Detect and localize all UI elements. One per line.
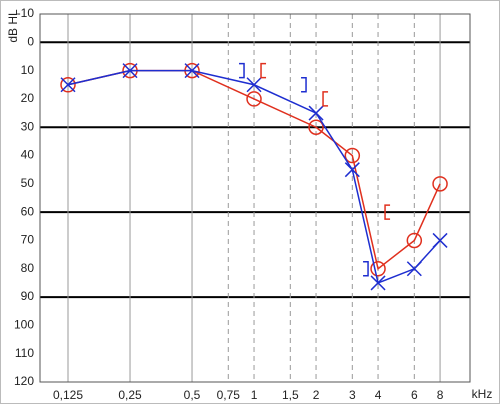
x-tick-label: 8 — [437, 388, 444, 402]
marker-cross — [246, 77, 262, 93]
marker-circle — [370, 261, 386, 277]
x-tick-label: 1,5 — [282, 388, 299, 402]
marker-circle — [406, 232, 423, 249]
marker-bracket-close — [301, 77, 307, 93]
marker-cross — [308, 105, 324, 121]
y-tick-label: 70 — [21, 233, 35, 247]
x-tick-label: 2 — [313, 388, 320, 402]
x-tick-label: 6 — [411, 388, 418, 402]
marker-circle — [344, 147, 361, 164]
marker-bracket-close — [363, 261, 369, 277]
y-tick-label: 60 — [21, 204, 35, 218]
y-tick-label: 90 — [21, 289, 35, 303]
x-tick-label: 0,75 — [217, 388, 241, 402]
marker-bracket-open — [384, 204, 391, 220]
plot-border — [39, 13, 471, 383]
marker-cross — [184, 63, 200, 79]
x-tick-label: 0,5 — [184, 388, 201, 402]
marker-circle — [432, 176, 448, 192]
y-tick-label: 110 — [15, 346, 34, 360]
marker-cross — [406, 261, 422, 277]
marker-cross — [122, 63, 138, 79]
marker-circle — [246, 91, 262, 107]
x-tick-label: 0,125 — [53, 388, 83, 402]
x-tick-label: 4 — [375, 388, 382, 402]
y-tick-label: 50 — [21, 176, 35, 190]
y-tick-label: -10 — [17, 6, 35, 20]
marker-cross — [432, 232, 448, 248]
y-tick-label: 20 — [21, 91, 35, 105]
x-tick-label: 3 — [349, 388, 356, 402]
y-tick-label: 120 — [14, 374, 34, 388]
x-tick-label: 1 — [251, 388, 258, 402]
y-tick-label: 0 — [27, 34, 34, 48]
y-axis-label: dB HL — [6, 9, 20, 43]
marker-cross — [60, 77, 76, 93]
y-tick-label: 100 — [14, 318, 34, 332]
y-tick-label: 80 — [21, 261, 35, 275]
y-tick-label: 40 — [21, 148, 35, 162]
marker-cross — [344, 162, 360, 178]
marker-bracket-close — [239, 62, 245, 79]
marker-circle — [308, 119, 324, 135]
y-tick-label: 30 — [21, 119, 35, 133]
x-axis-label: kHz — [472, 387, 493, 401]
y-tick-label: 10 — [21, 63, 35, 77]
marker-bracket-open — [322, 91, 329, 107]
x-tick-label: 0,25 — [118, 388, 142, 402]
marker-bracket-open — [260, 62, 267, 79]
marker-cross — [370, 275, 386, 291]
marker-circle — [60, 77, 76, 93]
